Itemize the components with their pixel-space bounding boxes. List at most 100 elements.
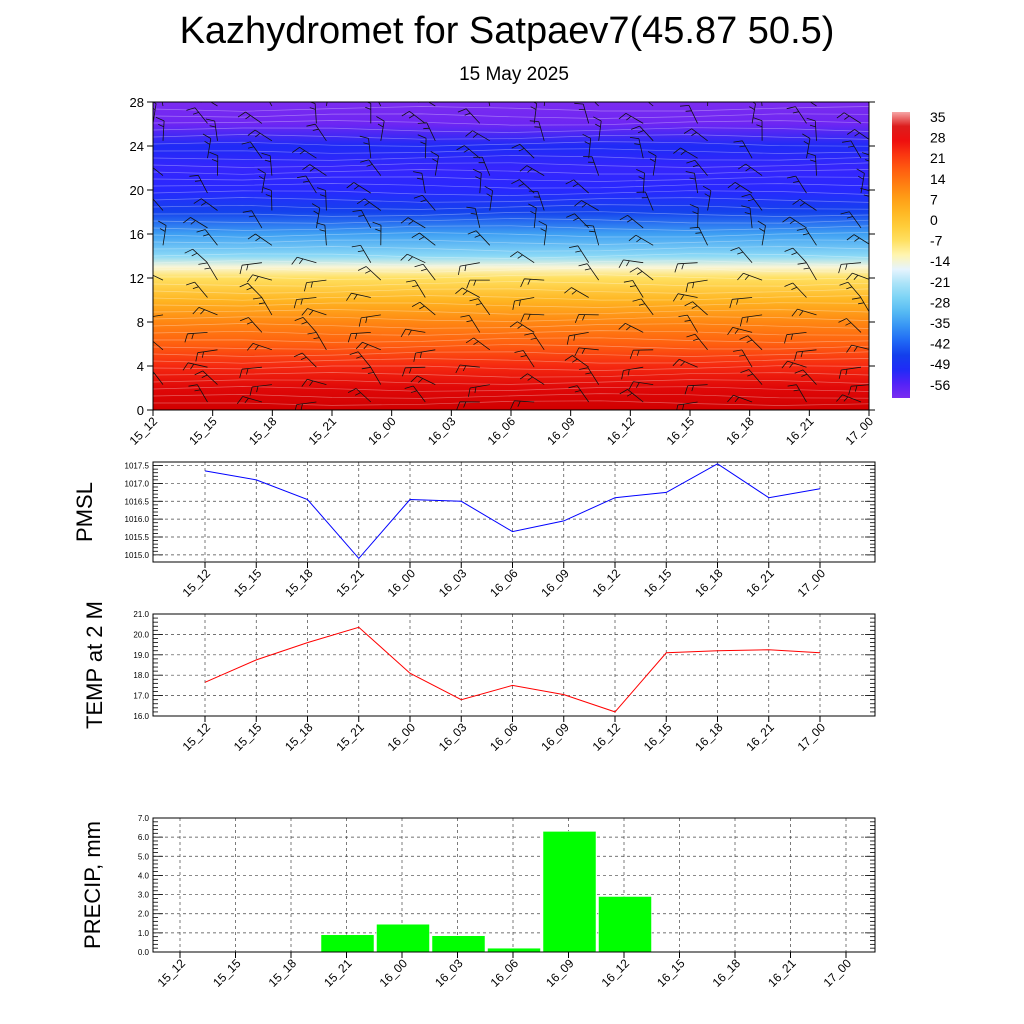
wind-barb (784, 332, 807, 344)
wind-barb (848, 384, 869, 395)
wind-barb (565, 179, 589, 194)
wind-barb (628, 381, 654, 390)
wind-barb (511, 143, 535, 159)
x-tick-label: 16_03 (436, 566, 470, 600)
wind-barb (414, 263, 436, 281)
wind-barb (543, 102, 546, 107)
wind-barb (153, 340, 164, 351)
x-tick-label: 16_12 (590, 720, 624, 754)
x-tick-label: 15_21 (333, 720, 367, 754)
wind-barb (840, 211, 862, 229)
wind-barb (247, 129, 273, 142)
wind-barb (291, 256, 317, 265)
wind-barb (307, 332, 327, 351)
y-tick-label: 17.0 (133, 692, 149, 701)
x-tick-label: 16_06 (487, 566, 521, 600)
wind-barb (153, 274, 164, 281)
wind-barb (510, 251, 535, 264)
y-tick-label: 1017.5 (125, 462, 150, 471)
x-tick-label: 16_03 (425, 414, 459, 448)
wind-barb (739, 314, 763, 327)
wind-barb (247, 233, 273, 246)
colorbar-label: -42 (930, 336, 950, 352)
x-tick-label: 16_00 (385, 720, 419, 754)
wind-barb (520, 278, 545, 288)
wind-barb (727, 182, 753, 194)
wind-barb (356, 198, 382, 211)
wind-barb (237, 111, 263, 124)
wind-barb (192, 307, 218, 316)
wind-barb (418, 102, 436, 107)
wind-barb (488, 102, 491, 107)
wind-barb (568, 385, 590, 403)
wind-barb (465, 130, 491, 142)
wind-barb (413, 171, 426, 194)
wind-barb (417, 134, 427, 159)
wind-barb (239, 366, 262, 379)
y-tick-label: 24 (130, 139, 144, 154)
wind-barb (741, 205, 753, 228)
colorbar-label: -35 (930, 315, 950, 331)
wind-barb (574, 347, 599, 357)
wind-barb (739, 335, 763, 351)
wind-barb (519, 165, 545, 176)
y-tick-label: 4.0 (138, 871, 150, 880)
wind-barb (455, 287, 480, 298)
wind-barb (376, 116, 385, 141)
colorbar-label: -28 (930, 294, 950, 310)
wind-barb (836, 394, 862, 403)
x-tick-label: 15_21 (306, 414, 340, 448)
wind-barb (413, 349, 436, 362)
wind-barb (186, 107, 208, 124)
x-tick-label: 16_18 (692, 720, 726, 754)
wind-barb (740, 369, 763, 385)
wind-barb (301, 378, 327, 387)
wind-barb (838, 318, 862, 333)
wind-barb (406, 280, 426, 298)
y-tick-label: 1015.5 (125, 533, 150, 542)
wind-barb (484, 185, 493, 211)
wind-barb (311, 203, 321, 228)
y-axis-title: PRECIP, mm (80, 821, 105, 949)
wind-barb (727, 394, 753, 403)
colorbar-label: -7 (930, 233, 943, 249)
wind-barb (582, 133, 592, 159)
wind-barb (401, 110, 426, 124)
wind-barb (509, 321, 535, 333)
x-tick-label: 15_21 (321, 956, 355, 990)
wind-barb (648, 151, 657, 176)
wind-barb (472, 168, 482, 194)
wind-barb (594, 102, 599, 107)
x-tick-label: 16_15 (664, 414, 698, 448)
wind-barb (195, 349, 218, 362)
x-tick-label: 17_00 (821, 956, 855, 990)
wind-barb (686, 333, 708, 351)
wind-barb (578, 263, 600, 281)
wind-barb (618, 322, 644, 333)
wind-barb (355, 341, 381, 351)
wind-barb (538, 220, 548, 246)
x-tick-label: 16_15 (654, 956, 688, 990)
precip-bar (376, 923, 430, 953)
plot-area (153, 818, 875, 952)
wind-barb (674, 262, 698, 273)
wind-barb (761, 102, 763, 107)
colorbar-label: -21 (930, 274, 950, 290)
wind-barb (372, 221, 382, 246)
y-tick-label: 8 (137, 315, 144, 330)
wind-barb (566, 213, 589, 229)
wind-barb (628, 234, 654, 246)
x-tick-label: 15_15 (231, 720, 265, 754)
wind-barb (302, 164, 327, 176)
wind-barb (737, 272, 763, 281)
wind-barb (727, 327, 753, 336)
wind-barb (404, 385, 426, 403)
wind-barb (629, 137, 644, 159)
wind-barb (528, 190, 545, 211)
wind-barb (685, 171, 698, 194)
x-tick-label: 15_12 (155, 956, 189, 990)
wind-barb (200, 102, 218, 107)
wind-barb (241, 141, 263, 159)
x-tick-label: 15_12 (180, 720, 214, 754)
